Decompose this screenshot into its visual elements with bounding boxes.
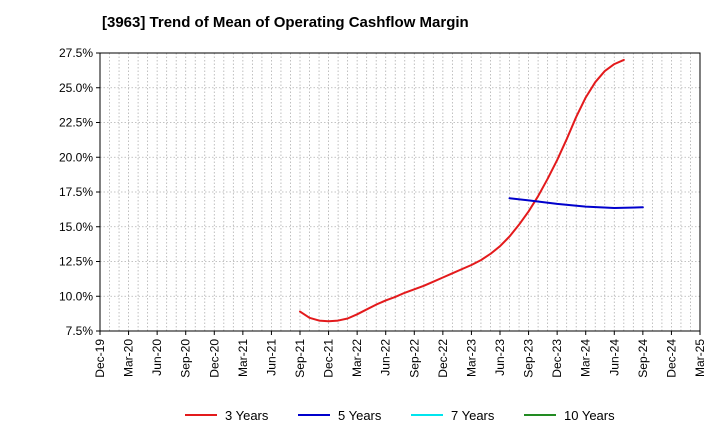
x-tick-label: Jun-20 xyxy=(150,339,164,376)
plot-frame xyxy=(99,52,701,332)
x-tick-label: Dec-23 xyxy=(550,339,564,378)
y-tick-label: 10.0% xyxy=(59,289,93,303)
legend-label-5-years: 5 Years xyxy=(338,408,382,423)
y-tick-label: 12.5% xyxy=(59,255,93,269)
x-axis: Dec-19 Mar-20 Jun-20 Sep-20 Dec-20 Mar-21 Jun-… xyxy=(93,331,707,378)
x-tick-label: Sep-21 xyxy=(293,339,307,378)
x-tick-label: Jun-24 xyxy=(607,339,621,376)
x-tick-label: Jun-22 xyxy=(379,339,393,376)
y-tick-label: 15.0% xyxy=(59,220,93,234)
series-line-3-years xyxy=(299,58,625,323)
series-layer xyxy=(299,58,644,323)
grid-layer xyxy=(99,52,701,332)
x-tick-label: Sep-20 xyxy=(179,339,193,378)
y-axis: 7.5% 10.0% 12.5% 15.0% 17.5% 20.0% 22.5% 25.0% 2… xyxy=(59,46,100,338)
y-tick-label: 27.5% xyxy=(59,46,93,60)
x-tick-label: Mar-24 xyxy=(579,339,593,377)
chart-title: [3963] Trend of Mean of Operating Cashfl… xyxy=(102,14,469,31)
legend-label-10-years: 10 Years xyxy=(564,408,615,423)
x-tick-label: Dec-24 xyxy=(664,339,678,378)
y-tick-label: 22.5% xyxy=(59,116,93,130)
x-tick-label: Jun-23 xyxy=(493,339,507,376)
x-tick-label: Sep-24 xyxy=(636,339,650,378)
x-tick-label: Mar-20 xyxy=(122,339,136,377)
x-tick-label: Dec-21 xyxy=(322,339,336,378)
x-tick-label: Mar-25 xyxy=(693,339,707,377)
x-tick-label: Dec-20 xyxy=(207,339,221,378)
y-tick-label: 25.0% xyxy=(59,81,93,95)
x-tick-label: Dec-22 xyxy=(436,339,450,378)
y-tick-label: 7.5% xyxy=(66,324,94,338)
legend: 3 Years 5 Years 7 Years 10 Years xyxy=(185,408,615,423)
x-tick-label: Mar-22 xyxy=(350,339,364,377)
x-tick-label: Mar-23 xyxy=(464,339,478,377)
y-tick-label: 20.0% xyxy=(59,150,93,164)
legend-label-7-years: 7 Years xyxy=(451,408,495,423)
y-tick-label: 17.5% xyxy=(59,185,93,199)
x-tick-label: Jun-21 xyxy=(264,339,278,376)
x-tick-label: Sep-23 xyxy=(522,339,536,378)
x-tick-label: Dec-19 xyxy=(93,339,107,378)
series-line-5-years xyxy=(508,197,644,209)
legend-label-3-years: 3 Years xyxy=(225,408,269,423)
x-tick-label: Sep-22 xyxy=(407,339,421,378)
x-tick-label: Mar-21 xyxy=(236,339,250,377)
